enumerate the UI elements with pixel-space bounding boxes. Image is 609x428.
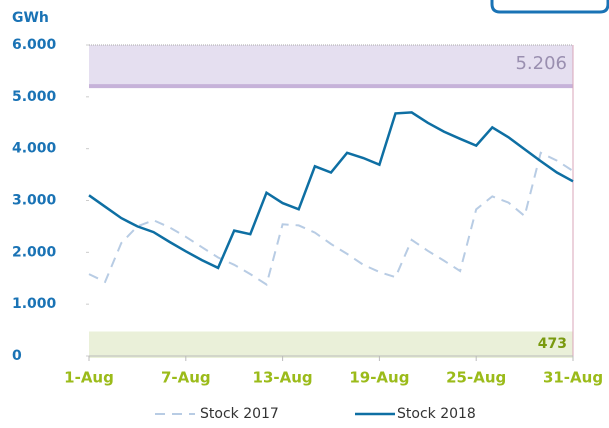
x-tick-label: 7-Aug [161,369,211,387]
x-tick-label: 25-Aug [446,369,506,387]
series-line [88,111,574,270]
legend-label: Stock 2017 [200,406,279,422]
reference-band [89,331,573,356]
legend-label: Stock 2018 [397,406,476,422]
x-tick-label: 13-Aug [253,369,313,387]
y-tick-label: 2.000 [12,244,57,260]
x-tick-label: 31-Aug [543,369,603,387]
y-tick-label: 1.000 [12,296,57,312]
reference-label: 5.206 [515,53,567,74]
x-tick-label: 1-Aug [64,369,114,387]
reference-band [89,45,573,87]
y-tick-label: 6.000 [12,37,57,53]
reference-label: 473 [538,336,567,352]
y-tick-label: 5.000 [12,89,57,105]
x-tick-label: 19-Aug [349,369,409,387]
corner-box [490,0,609,14]
y-tick-label: 0 [12,348,22,364]
series-line [88,151,574,287]
plot-area [89,45,573,356]
y-tick-label: 4.000 [12,141,57,157]
y-axis-label: GWh [12,10,49,26]
y-tick-label: 3.000 [12,193,57,209]
